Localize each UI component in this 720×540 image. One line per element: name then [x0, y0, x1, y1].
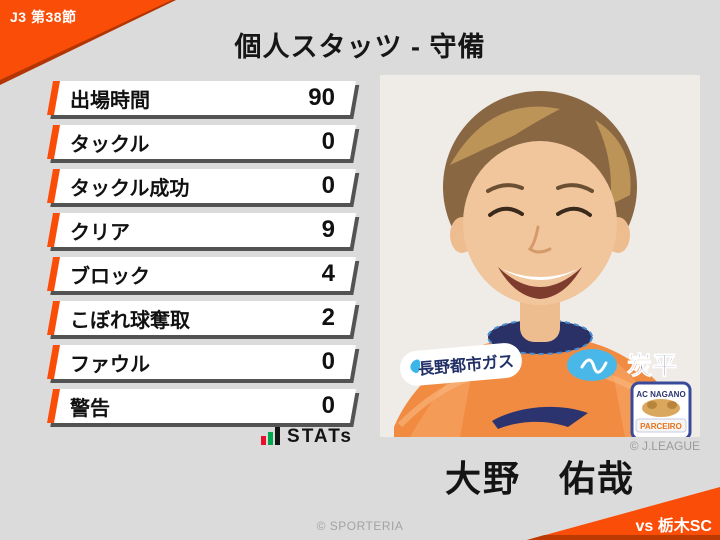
bar-chart-icon	[261, 427, 281, 446]
stats-logo-word: STATs	[287, 426, 353, 447]
stat-row-playing-time: 出場時間 90	[47, 81, 356, 115]
stat-value: 9	[321, 216, 335, 243]
stat-value: 0	[321, 128, 335, 155]
footer-credit: © SPORTERIA	[316, 519, 404, 533]
crest-club-name: AC NAGANO	[636, 390, 685, 399]
stat-row-tackles-won: タックル成功 0	[47, 169, 356, 203]
matchweek-badge: J3 第38節	[10, 9, 77, 25]
stat-value: 0	[321, 172, 335, 199]
jersey-sponsor-right-text: 炭平	[627, 351, 677, 380]
stats-logo: STATs	[50, 427, 353, 446]
page-title: 個人スタッツ - 守備	[234, 32, 486, 62]
stat-label: 警告	[70, 397, 110, 420]
stat-label: タックル成功	[70, 177, 190, 200]
stat-row-fouls: ファウル 0	[47, 345, 356, 379]
player-portrait-illustration: 長野都市ガス 炭平 AC NAGANO PARCEIRO	[380, 75, 700, 437]
stat-value: 0	[321, 348, 335, 375]
stat-label: タックル	[70, 133, 150, 156]
stat-value: 2	[321, 304, 335, 331]
crest-club-subname: PARCEIRO	[640, 422, 682, 431]
stat-row-blocks: ブロック 4	[47, 257, 356, 291]
stat-row-yellow-cards: 警告 0	[47, 389, 356, 423]
stat-row-loose-ball-recoveries: こぼれ球奪取 2	[47, 301, 356, 335]
stat-label: こぼれ球奪取	[70, 309, 190, 332]
opponent-badge: vs 栃木SC	[635, 518, 712, 535]
player-photo: 長野都市ガス 炭平 AC NAGANO PARCEIRO	[380, 75, 700, 437]
stat-row-clearances: クリア 9	[47, 213, 356, 247]
player-name: 大野 佑哉	[444, 458, 635, 499]
stat-list: 出場時間 90 タックル 0 タックル成功 0 クリア 9 ブロック	[47, 81, 356, 433]
stat-value: 0	[321, 392, 335, 419]
club-crest: AC NAGANO PARCEIRO	[630, 381, 692, 437]
stat-label: クリア	[70, 221, 130, 244]
stat-value: 90	[308, 84, 335, 111]
photo-credit: © J.LEAGUE	[629, 439, 700, 453]
ribbon-bottom-right-fold	[527, 535, 720, 540]
stat-label: ファウル	[70, 353, 150, 376]
stat-row-tackles: タックル 0	[47, 125, 356, 159]
stat-value: 4	[321, 260, 335, 287]
stat-label: ブロック	[70, 265, 150, 288]
stat-label: 出場時間	[70, 89, 150, 112]
